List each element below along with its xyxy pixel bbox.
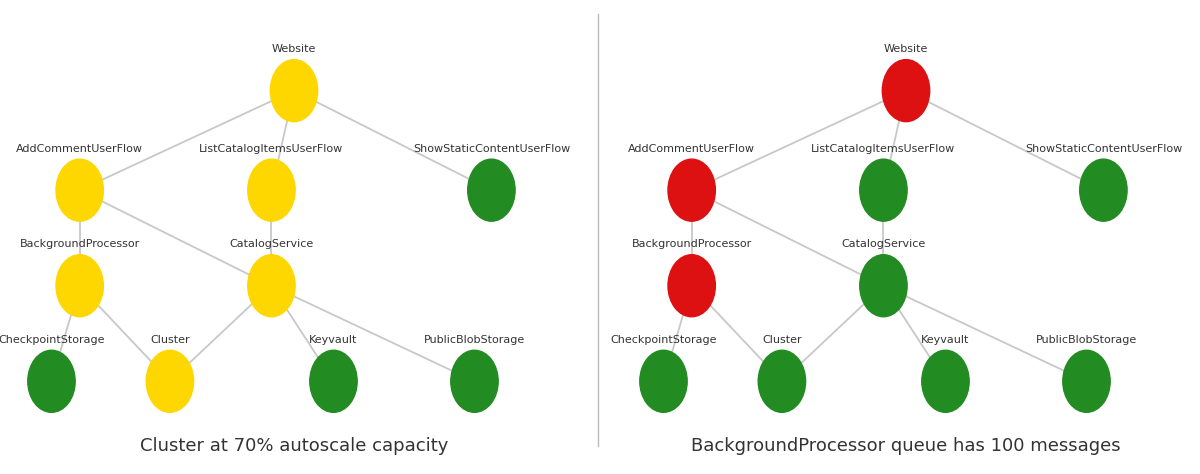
Text: Keyvault: Keyvault (922, 335, 970, 345)
Ellipse shape (922, 350, 970, 412)
Ellipse shape (146, 350, 193, 412)
Text: ShowStaticContentUserFlow: ShowStaticContentUserFlow (413, 144, 570, 154)
Text: ListCatalogItemsUserFlow: ListCatalogItemsUserFlow (811, 144, 955, 154)
Ellipse shape (668, 159, 715, 221)
Text: ShowStaticContentUserFlow: ShowStaticContentUserFlow (1025, 144, 1182, 154)
Ellipse shape (451, 350, 498, 412)
Text: Cluster at 70% autoscale capacity: Cluster at 70% autoscale capacity (140, 437, 448, 455)
Text: BackgroundProcessor: BackgroundProcessor (19, 239, 140, 249)
Text: CheckpointStorage: CheckpointStorage (0, 335, 104, 345)
Ellipse shape (270, 60, 318, 122)
Ellipse shape (247, 159, 295, 221)
Ellipse shape (640, 350, 688, 412)
Ellipse shape (1080, 159, 1127, 221)
Text: Website: Website (272, 44, 316, 54)
Ellipse shape (310, 350, 358, 412)
Ellipse shape (668, 255, 715, 317)
Ellipse shape (28, 350, 76, 412)
Text: AddCommentUserFlow: AddCommentUserFlow (16, 144, 143, 154)
Text: Cluster: Cluster (150, 335, 190, 345)
Text: PublicBlobStorage: PublicBlobStorage (424, 335, 526, 345)
Text: BackgroundProcessor queue has 100 messages: BackgroundProcessor queue has 100 messag… (691, 437, 1121, 455)
Text: Cluster: Cluster (762, 335, 802, 345)
Ellipse shape (56, 255, 103, 317)
Ellipse shape (468, 159, 515, 221)
Ellipse shape (56, 159, 103, 221)
Ellipse shape (1063, 350, 1110, 412)
Ellipse shape (758, 350, 805, 412)
Text: CatalogService: CatalogService (841, 239, 925, 249)
Text: Website: Website (884, 44, 928, 54)
Text: CheckpointStorage: CheckpointStorage (611, 335, 716, 345)
Text: PublicBlobStorage: PublicBlobStorage (1036, 335, 1138, 345)
Text: ListCatalogItemsUserFlow: ListCatalogItemsUserFlow (199, 144, 343, 154)
Ellipse shape (859, 159, 907, 221)
Ellipse shape (859, 255, 907, 317)
Text: BackgroundProcessor: BackgroundProcessor (631, 239, 752, 249)
Text: Keyvault: Keyvault (310, 335, 358, 345)
Ellipse shape (882, 60, 930, 122)
Ellipse shape (247, 255, 295, 317)
Text: AddCommentUserFlow: AddCommentUserFlow (628, 144, 755, 154)
Text: CatalogService: CatalogService (229, 239, 313, 249)
